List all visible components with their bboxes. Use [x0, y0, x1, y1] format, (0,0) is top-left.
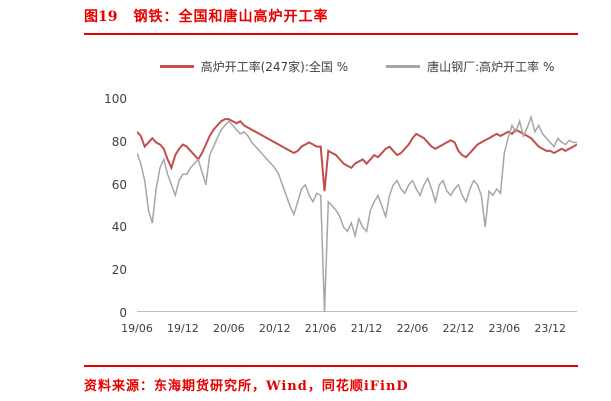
- x-tick-label: 19/12: [167, 322, 199, 335]
- x-tick-label: 23/12: [534, 322, 567, 335]
- x-tick-label: 22/06: [396, 322, 429, 335]
- y-tick-label: 100: [104, 92, 127, 106]
- tangshan-line-swatch: [386, 65, 421, 68]
- source-text: 资料来源：东海期货研究所，Wind，同花顺iFinD: [84, 379, 409, 394]
- y-tick-label: 80: [111, 134, 127, 149]
- x-tick-label: 22/12: [442, 322, 475, 335]
- y-tick-label: 20: [111, 263, 127, 278]
- x-tick-label: 19/06: [121, 322, 153, 335]
- x-tick-label: 23/06: [488, 322, 521, 335]
- legend-label-national: 高炉开工率(247家):全国 %: [200, 60, 349, 74]
- x-tick-label: 21/06: [304, 322, 337, 335]
- figure-header: 图19 钢铁：全国和唐山高炉开工率: [84, 6, 578, 35]
- figure-number: 图19: [84, 9, 118, 25]
- x-tick-label: 21/12: [350, 322, 383, 335]
- figure-title: 钢铁：全国和唐山高炉开工率: [133, 9, 329, 25]
- x-tick-label: 20/12: [258, 322, 291, 335]
- legend-item-national: 高炉开工率(247家):全国 %: [159, 58, 349, 75]
- source-footer: 资料来源：东海期货研究所，Wind，同花顺iFinD: [84, 365, 578, 394]
- legend-item-tangshan: 唐山钢厂:高炉开工率 %: [386, 58, 554, 75]
- legend-label-tangshan: 唐山钢厂:高炉开工率 %: [427, 60, 555, 74]
- y-tick-label: 40: [111, 220, 127, 235]
- chart-legend: 高炉开工率(247家):全国 % 唐山钢厂:高炉开工率 %: [137, 58, 577, 75]
- series-line-tangshan: [137, 114, 577, 312]
- line-chart-plot-area: [137, 114, 577, 312]
- national-line-swatch: [159, 65, 194, 68]
- y-tick-label: 60: [111, 177, 127, 192]
- x-tick-label: 20/06: [212, 322, 245, 335]
- series-line-national: [137, 118, 577, 192]
- x-axis: 19/06 19/12 20/06 20/12 21/06 21/12 22/06 22/12…: [121, 322, 577, 338]
- y-axis: 100 80 60 40 20 0: [95, 92, 127, 320]
- y-tick-label: 0: [119, 305, 127, 320]
